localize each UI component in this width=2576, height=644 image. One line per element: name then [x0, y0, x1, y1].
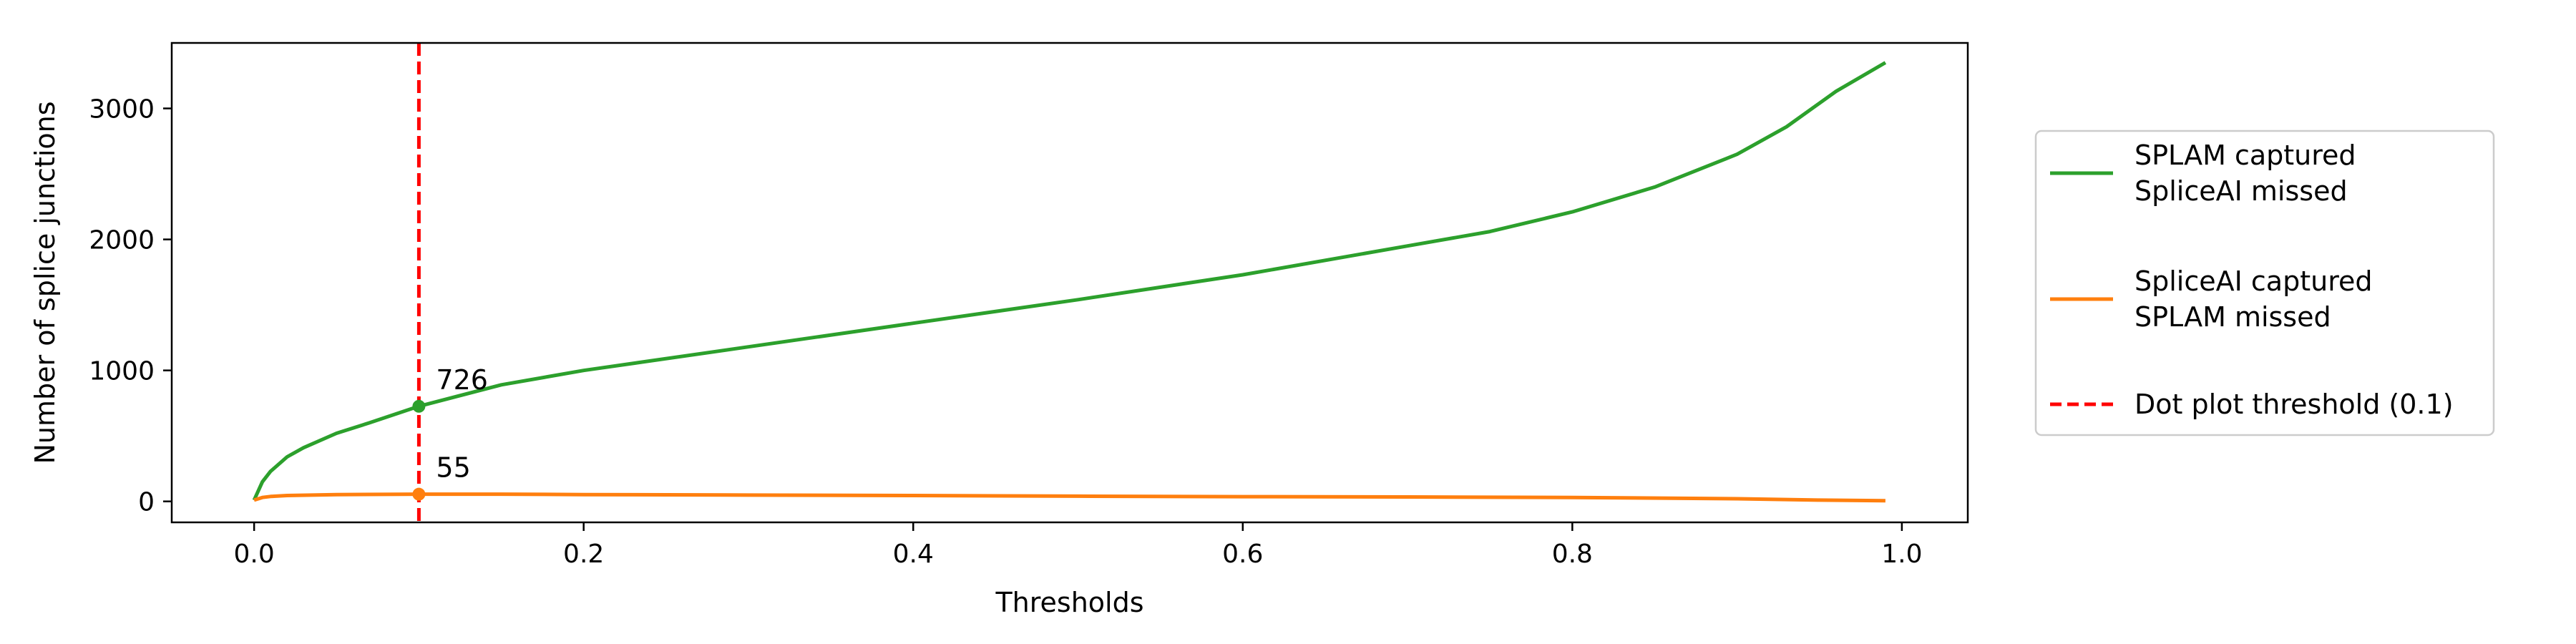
- marker-label-1: 726: [436, 364, 488, 396]
- y-axis-label: Number of splice junctions: [29, 101, 61, 464]
- legend-label-2: SpliceAI captured SPLAM missed: [2135, 265, 2372, 333]
- y-tick-label: 3000: [89, 95, 155, 125]
- marker-label-2: 55: [436, 452, 470, 484]
- legend: SPLAM captured SpliceAI missed SpliceAI ca…: [2034, 130, 2495, 436]
- legend-label-line: SpliceAI captured: [2135, 265, 2372, 297]
- y-tick-label: 0: [138, 488, 155, 517]
- x-tick-label: 0.2: [563, 540, 604, 569]
- legend-label-line: Dot plot threshold (0.1): [2135, 389, 2454, 420]
- legend-label-line: SPLAM missed: [2135, 301, 2331, 333]
- x-tick-label: 0.6: [1222, 540, 1263, 569]
- series-line-1: [252, 61, 1887, 501]
- legend-label-line: SPLAM captured: [2135, 140, 2356, 171]
- x-tick-label: 0.8: [1552, 540, 1593, 569]
- marker-point-1: [412, 399, 426, 413]
- y-tick-label: 1000: [89, 357, 155, 386]
- x-tick-label: 0.0: [234, 540, 275, 569]
- x-axis-label: Thresholds: [995, 587, 1143, 618]
- axes-frame: [170, 42, 1969, 524]
- legend-label-3: Dot plot threshold (0.1): [2135, 389, 2454, 420]
- x-tick-label: 1.0: [1881, 540, 1922, 569]
- legend-box: [2034, 130, 2495, 436]
- plot-area: 726 55: [252, 43, 1887, 522]
- y-tick-label: 2000: [89, 226, 155, 255]
- x-tick-label: 0.4: [893, 540, 934, 569]
- legend-label-1: SPLAM captured SpliceAI missed: [2135, 140, 2356, 207]
- legend-label-line: SpliceAI missed: [2135, 175, 2348, 207]
- axes: 0.0 0.2 0.4 0.6 0.8 1.0 0 1000 2000 3000 Threshold…: [29, 42, 1969, 618]
- series-line-2: [253, 492, 1885, 503]
- marker-point-2: [412, 487, 426, 501]
